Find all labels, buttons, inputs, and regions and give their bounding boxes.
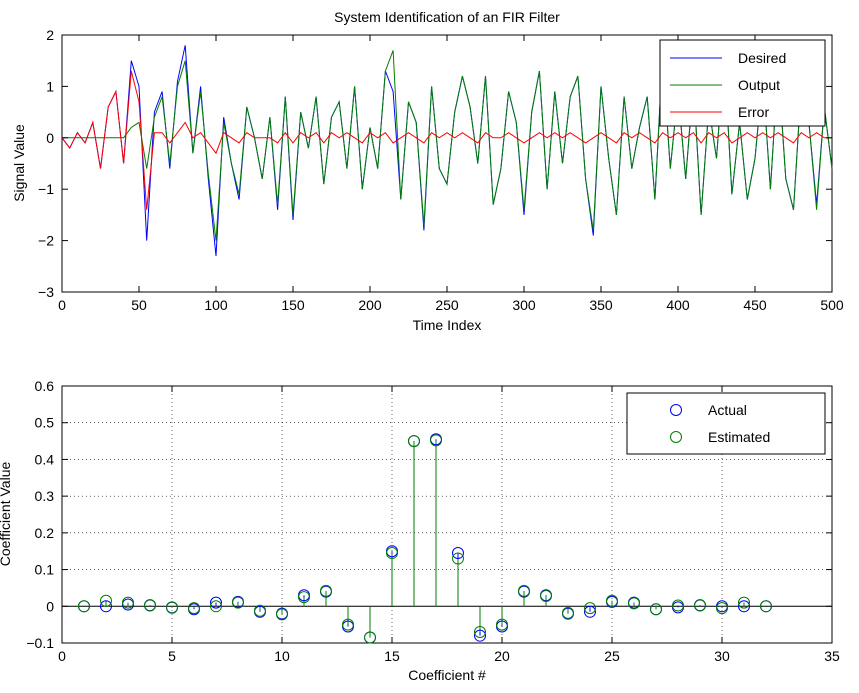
marker-estimated: [276, 608, 288, 621]
x-tick-label: 150: [281, 297, 305, 313]
marker-estimated: [210, 600, 222, 613]
x-tick-label: 0: [58, 648, 66, 664]
marker-estimated: [430, 434, 442, 447]
y-tick-label: 0: [46, 130, 54, 146]
marker-estimated: [474, 625, 486, 638]
series-line-output: [62, 50, 833, 241]
x-tick-label: 0: [58, 297, 66, 313]
y-tick-label: 0.5: [35, 415, 55, 431]
top-chart: System Identification of an FIR Filter 0…: [11, 9, 844, 333]
marker-estimated: [408, 435, 420, 448]
x-tick-label: 15: [384, 648, 400, 664]
marker-estimated: [650, 603, 662, 616]
marker-estimated: [738, 596, 750, 609]
marker-estimated: [760, 600, 772, 613]
y-tick-label: −3: [38, 284, 54, 300]
y-tick-label: −1: [38, 181, 54, 197]
x-tick-label: 100: [204, 297, 228, 313]
top-x-axis-label: Time Index: [413, 317, 482, 333]
top-chart-title: System Identification of an FIR Filter: [334, 9, 560, 25]
y-tick-label: −2: [38, 233, 54, 249]
top-y-ticks: −3 −2 −1 0 1 2: [38, 27, 832, 300]
x-tick-label: 35: [824, 648, 840, 664]
marker-estimated: [496, 618, 508, 631]
bottom-x-axis-label: Coefficient #: [408, 667, 486, 683]
marker-estimated: [452, 552, 464, 565]
series-line-error: [61, 70, 832, 210]
y-tick-label: 0: [46, 598, 54, 614]
x-tick-label: 250: [435, 297, 459, 313]
legend-actual-marker: [670, 404, 682, 416]
marker-actual: [100, 600, 112, 613]
bottom-chart: 0 5 10 15 20 25 30 35 −0.100.10.20.30.40.50.6 C…: [0, 378, 840, 683]
top-legend: Desired Output Error: [659, 39, 826, 127]
bottom-legend: Actual Estimated: [626, 392, 826, 455]
marker-actual: [584, 605, 596, 618]
y-tick-label: 2: [46, 27, 54, 43]
marker-estimated: [628, 597, 640, 610]
legend-desired-label: Desired: [738, 50, 786, 66]
bottom-grid: [62, 386, 832, 643]
top-series-lines: [61, 45, 833, 257]
top-y-axis-label: Signal Value: [11, 124, 27, 202]
bottom-y-ticks: −0.1 0 0.1 0.2 0.3 0.4 0.5 0.6: [26, 378, 832, 651]
x-tick-label: 350: [589, 297, 613, 313]
x-tick-label: 10: [274, 648, 290, 664]
x-tick-label: 450: [743, 297, 767, 313]
y-tick-label: 0.4: [35, 451, 55, 467]
marker-estimated: [144, 599, 156, 612]
x-tick-label: 50: [131, 297, 147, 313]
y-tick-label: 0.3: [35, 488, 55, 504]
bottom-y-axis-label: Coefficient Value: [0, 462, 13, 567]
marker-estimated: [386, 547, 398, 560]
x-tick-label: 25: [604, 648, 620, 664]
marker-estimated: [518, 584, 530, 597]
marker-actual: [210, 596, 222, 609]
bottom-x-ticks: 0 5 10 15 20 25 30 35: [58, 386, 840, 664]
legend-error-label: Error: [738, 104, 769, 120]
marker-estimated: [716, 602, 728, 615]
marker-estimated: [694, 599, 706, 612]
x-tick-label: 500: [820, 297, 844, 313]
marker-actual: [738, 600, 750, 613]
marker-estimated: [606, 594, 618, 607]
y-tick-label: 1: [46, 78, 54, 94]
marker-estimated: [562, 606, 574, 619]
y-tick-label: 0.6: [35, 378, 55, 394]
marker-estimated: [320, 584, 332, 597]
marker-estimated: [166, 601, 178, 614]
x-tick-label: 200: [358, 297, 382, 313]
x-tick-label: 300: [512, 297, 536, 313]
x-tick-label: 20: [494, 648, 510, 664]
marker-estimated: [342, 618, 354, 631]
marker-estimated: [254, 604, 266, 617]
marker-estimated: [672, 599, 684, 612]
x-tick-label: 400: [666, 297, 690, 313]
marker-estimated: [100, 594, 112, 607]
bottom-markers: [78, 433, 772, 644]
marker-estimated: [540, 590, 552, 603]
marker-actual: [452, 547, 464, 560]
y-tick-label: 0.2: [35, 525, 55, 541]
marker-estimated: [232, 596, 244, 609]
marker-estimated: [122, 596, 134, 609]
y-tick-label: −0.1: [26, 635, 54, 651]
marker-estimated: [188, 602, 200, 615]
x-tick-label: 5: [168, 648, 176, 664]
marker-estimated: [364, 631, 376, 644]
legend-output-label: Output: [738, 77, 780, 93]
legend-actual-label: Actual: [708, 402, 747, 418]
y-tick-label: 0.1: [35, 562, 55, 578]
marker-estimated: [298, 591, 310, 604]
marker-actual: [474, 629, 486, 642]
legend-estimated-label: Estimated: [708, 429, 770, 445]
marker-estimated: [584, 602, 596, 615]
marker-estimated: [78, 600, 90, 613]
bottom-legend-box: [626, 392, 826, 455]
x-tick-label: 30: [714, 648, 730, 664]
legend-estimated-marker: [670, 431, 682, 443]
top-x-ticks: 0 50 100 150 200 250 300 350 400 450 500: [58, 35, 844, 313]
